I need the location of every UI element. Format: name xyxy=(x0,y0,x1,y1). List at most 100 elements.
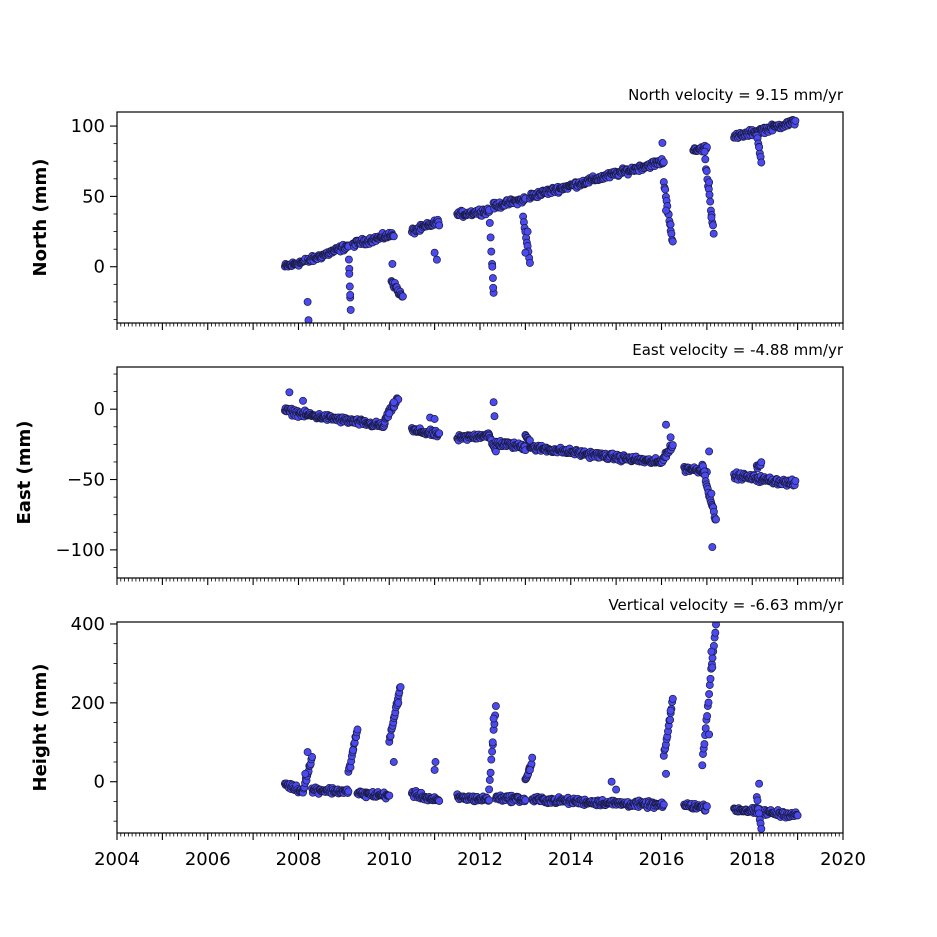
data-point xyxy=(345,282,354,291)
data-point xyxy=(385,791,394,800)
data-point xyxy=(705,447,714,456)
data-point xyxy=(346,290,355,299)
y-tick-label: 200 xyxy=(71,693,105,714)
data-point xyxy=(659,800,668,809)
panel-title-north: North velocity = 9.15 mm/yr xyxy=(628,86,844,104)
data-point xyxy=(702,167,711,176)
data-point xyxy=(708,663,717,672)
data-point xyxy=(707,213,716,222)
data-point xyxy=(607,777,616,786)
data-point xyxy=(487,247,496,256)
y-axis-label-north: North (mm) xyxy=(30,159,51,277)
data-point xyxy=(485,776,494,784)
data-point xyxy=(490,412,499,421)
data-point xyxy=(488,274,497,283)
data-point xyxy=(712,622,720,629)
panel-east: −100 −50 0 East velocity = -4.88 mm/yr East … xyxy=(14,341,844,585)
data-point xyxy=(700,740,709,749)
data-point xyxy=(757,824,766,833)
data-point xyxy=(757,158,766,167)
data-point xyxy=(308,753,317,761)
data-point xyxy=(299,396,307,405)
data-point xyxy=(430,765,439,774)
data-points-east xyxy=(280,388,800,552)
data-point xyxy=(668,441,677,450)
data-point xyxy=(485,785,494,794)
data-point xyxy=(389,398,398,407)
data-point xyxy=(488,747,497,756)
data-point xyxy=(396,683,405,692)
data-point xyxy=(389,758,398,766)
data-point xyxy=(430,415,439,423)
data-point xyxy=(525,258,534,267)
data-point xyxy=(706,197,715,206)
data-point xyxy=(755,143,764,152)
data-point xyxy=(353,725,362,734)
y-tick-label: −100 xyxy=(56,540,105,561)
data-point xyxy=(705,690,714,699)
data-point xyxy=(698,761,707,770)
data-point xyxy=(435,797,444,805)
data-point xyxy=(757,458,766,467)
data-point xyxy=(430,248,439,257)
data-point xyxy=(791,476,800,485)
y-axis-label-east: East (mm) xyxy=(14,421,35,525)
x-tick-label: 2012 xyxy=(457,849,503,870)
data-point xyxy=(666,715,675,724)
data-point xyxy=(435,221,444,230)
y-axis-label-height: Height (mm) xyxy=(30,664,51,792)
data-point xyxy=(303,748,312,757)
data-point xyxy=(704,698,713,707)
data-point xyxy=(666,220,675,229)
x-tick-label: 2018 xyxy=(729,849,775,870)
data-point xyxy=(700,147,709,156)
data-point xyxy=(707,489,716,498)
data-point xyxy=(431,758,440,766)
data-point xyxy=(668,694,677,703)
data-point xyxy=(344,255,353,264)
data-point xyxy=(659,158,668,167)
data-point xyxy=(485,796,494,805)
data-point xyxy=(301,769,310,778)
data-point xyxy=(389,232,398,241)
panel-north: 0 50 100 North velocity = 9.15 mm/yr North (… xyxy=(30,86,844,330)
data-point xyxy=(487,755,496,764)
data-point xyxy=(525,765,534,774)
data-point xyxy=(523,227,532,236)
data-point xyxy=(432,255,441,264)
data-points-north xyxy=(280,116,800,323)
data-point xyxy=(705,730,714,739)
data-point xyxy=(346,305,355,314)
data-point xyxy=(662,206,670,215)
data-point xyxy=(666,433,675,442)
data-point xyxy=(388,259,397,268)
data-point xyxy=(708,543,717,552)
data-point xyxy=(709,221,717,230)
data-point xyxy=(707,647,716,656)
data-point xyxy=(486,233,495,242)
x-tick-label: 2016 xyxy=(639,849,685,870)
data-point xyxy=(705,190,714,199)
data-point xyxy=(703,712,712,721)
data-point xyxy=(705,178,714,187)
data-point xyxy=(701,724,710,733)
data-point xyxy=(486,768,495,777)
data-point xyxy=(711,628,720,637)
data-point xyxy=(488,262,497,271)
data-point xyxy=(349,746,357,755)
data-point xyxy=(755,779,764,788)
data-point xyxy=(702,802,711,811)
data-point xyxy=(661,185,670,194)
data-point xyxy=(488,738,497,747)
x-tick-label: 2010 xyxy=(366,849,412,870)
x-tick-label: 2006 xyxy=(185,849,231,870)
data-point xyxy=(791,116,800,125)
data-point xyxy=(344,787,353,796)
data-point xyxy=(303,297,312,306)
data-point xyxy=(666,706,675,715)
data-points-height xyxy=(280,622,802,833)
x-tick-label: 2008 xyxy=(276,849,322,870)
y-tick-label: 100 xyxy=(71,116,105,137)
y-tick-label: 400 xyxy=(71,614,105,635)
